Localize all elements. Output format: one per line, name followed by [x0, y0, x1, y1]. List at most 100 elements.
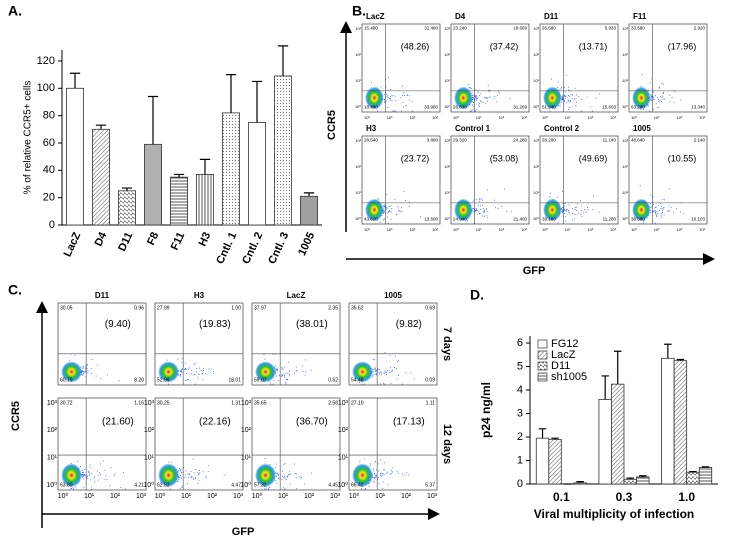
event-dot: [401, 383, 403, 385]
event-dot: [657, 213, 659, 215]
event-dot: [373, 468, 375, 470]
event-dot: [564, 95, 566, 97]
event-dot: [74, 355, 76, 357]
event-dot: [486, 189, 488, 191]
quadrant-value: 10.103: [691, 217, 705, 222]
event-dot: [391, 369, 393, 371]
x-tick-label: 10¹: [387, 227, 393, 232]
event-dot: [264, 358, 266, 360]
event-dot: [401, 207, 403, 209]
event-dot: [391, 371, 393, 373]
x-tick-label: 1005: [296, 230, 317, 257]
bar: [118, 190, 136, 226]
event-dot: [179, 468, 181, 470]
event-dot: [396, 378, 398, 380]
y-tick-label: 10¹: [444, 78, 450, 83]
event-dot: [488, 96, 490, 98]
event-dot: [563, 210, 565, 212]
event-dot: [284, 477, 286, 479]
bar: [636, 476, 650, 485]
event-dot: [96, 470, 98, 472]
x-tick-label: 10²: [676, 115, 682, 120]
density-core: [543, 86, 562, 110]
event-dot: [404, 94, 406, 96]
event-dot: [383, 469, 385, 471]
event-dot: [363, 458, 365, 460]
event-dot: [640, 85, 642, 87]
legend-label: LacZ: [551, 349, 576, 361]
event-dot: [401, 210, 403, 212]
event-dot: [274, 353, 276, 355]
event-dot: [550, 193, 552, 195]
x-tick-label: 10⁰: [453, 115, 459, 120]
event-dot: [642, 222, 644, 224]
event-dot: [483, 209, 485, 211]
event-dot: [283, 487, 285, 489]
event-dot: [411, 100, 413, 102]
event-dot: [87, 372, 89, 374]
quadrant-percent: (13.71): [579, 41, 608, 51]
error-bar: [689, 470, 697, 473]
event-dot: [196, 367, 198, 369]
event-dot: [481, 215, 483, 217]
sample-label: D4: [455, 12, 466, 21]
quadrant-value: 27.10: [351, 400, 364, 406]
panel-label: A.: [8, 3, 22, 19]
y-tick-label: 6: [517, 337, 523, 349]
event-dot: [390, 367, 392, 369]
event-dot: [388, 205, 390, 207]
event-dot: [191, 477, 193, 479]
event-dot: [391, 470, 393, 472]
event-dot: [86, 365, 88, 367]
event-dot: [662, 83, 664, 85]
quadrant-value: 4.45: [328, 482, 338, 488]
x-tick-label: 10²: [304, 493, 315, 500]
event-dot: [178, 476, 180, 478]
x-tick-label: 10²: [110, 493, 121, 500]
y-tick-label: 10³: [622, 26, 628, 31]
event-dot: [578, 96, 580, 98]
error-bar: [251, 80, 263, 123]
event-dot: [577, 212, 579, 214]
event-dot: [383, 205, 385, 207]
event-dot: [207, 471, 209, 473]
y-tick-label: 10⁰: [240, 481, 251, 489]
y-tick-label: 10¹: [622, 190, 628, 195]
event-dot: [361, 383, 363, 385]
panel-label: C.: [8, 282, 22, 298]
sample-label: 1005: [633, 124, 651, 133]
event-dot: [90, 479, 92, 481]
event-dot: [81, 469, 83, 471]
bar: [611, 383, 625, 485]
legend-swatch: [537, 350, 548, 360]
y-axis-label: CCR5: [326, 110, 338, 140]
event-dot: [95, 375, 97, 377]
quadrant-value: 1.31: [231, 400, 241, 406]
event-dot: [205, 373, 207, 375]
event-dot: [650, 100, 652, 102]
quadrant-percent: (21.60): [102, 417, 134, 428]
event-dot: [475, 94, 477, 96]
event-dot: [375, 474, 377, 476]
event-dot: [655, 206, 657, 208]
event-dot: [482, 204, 484, 206]
event-dot: [568, 95, 570, 97]
x-axis-label: Viral multiplicity of infection: [534, 507, 694, 521]
y-axis-label: p24 ng/ml: [479, 382, 493, 438]
event-dot: [198, 367, 200, 369]
event-dot: [484, 215, 486, 217]
event-dot: [384, 370, 386, 372]
x-tick-label: 10³: [432, 115, 438, 120]
event-dot: [90, 466, 92, 468]
event-dot: [484, 97, 486, 99]
event-dot: [276, 473, 278, 475]
quadrant-value: 30.25: [157, 400, 170, 406]
event-dot: [303, 483, 305, 485]
event-dot: [87, 369, 89, 371]
quadrant-value: 2.35: [328, 305, 338, 311]
event-dot: [652, 211, 654, 213]
event-dot: [565, 210, 567, 212]
event-dot: [187, 379, 189, 381]
